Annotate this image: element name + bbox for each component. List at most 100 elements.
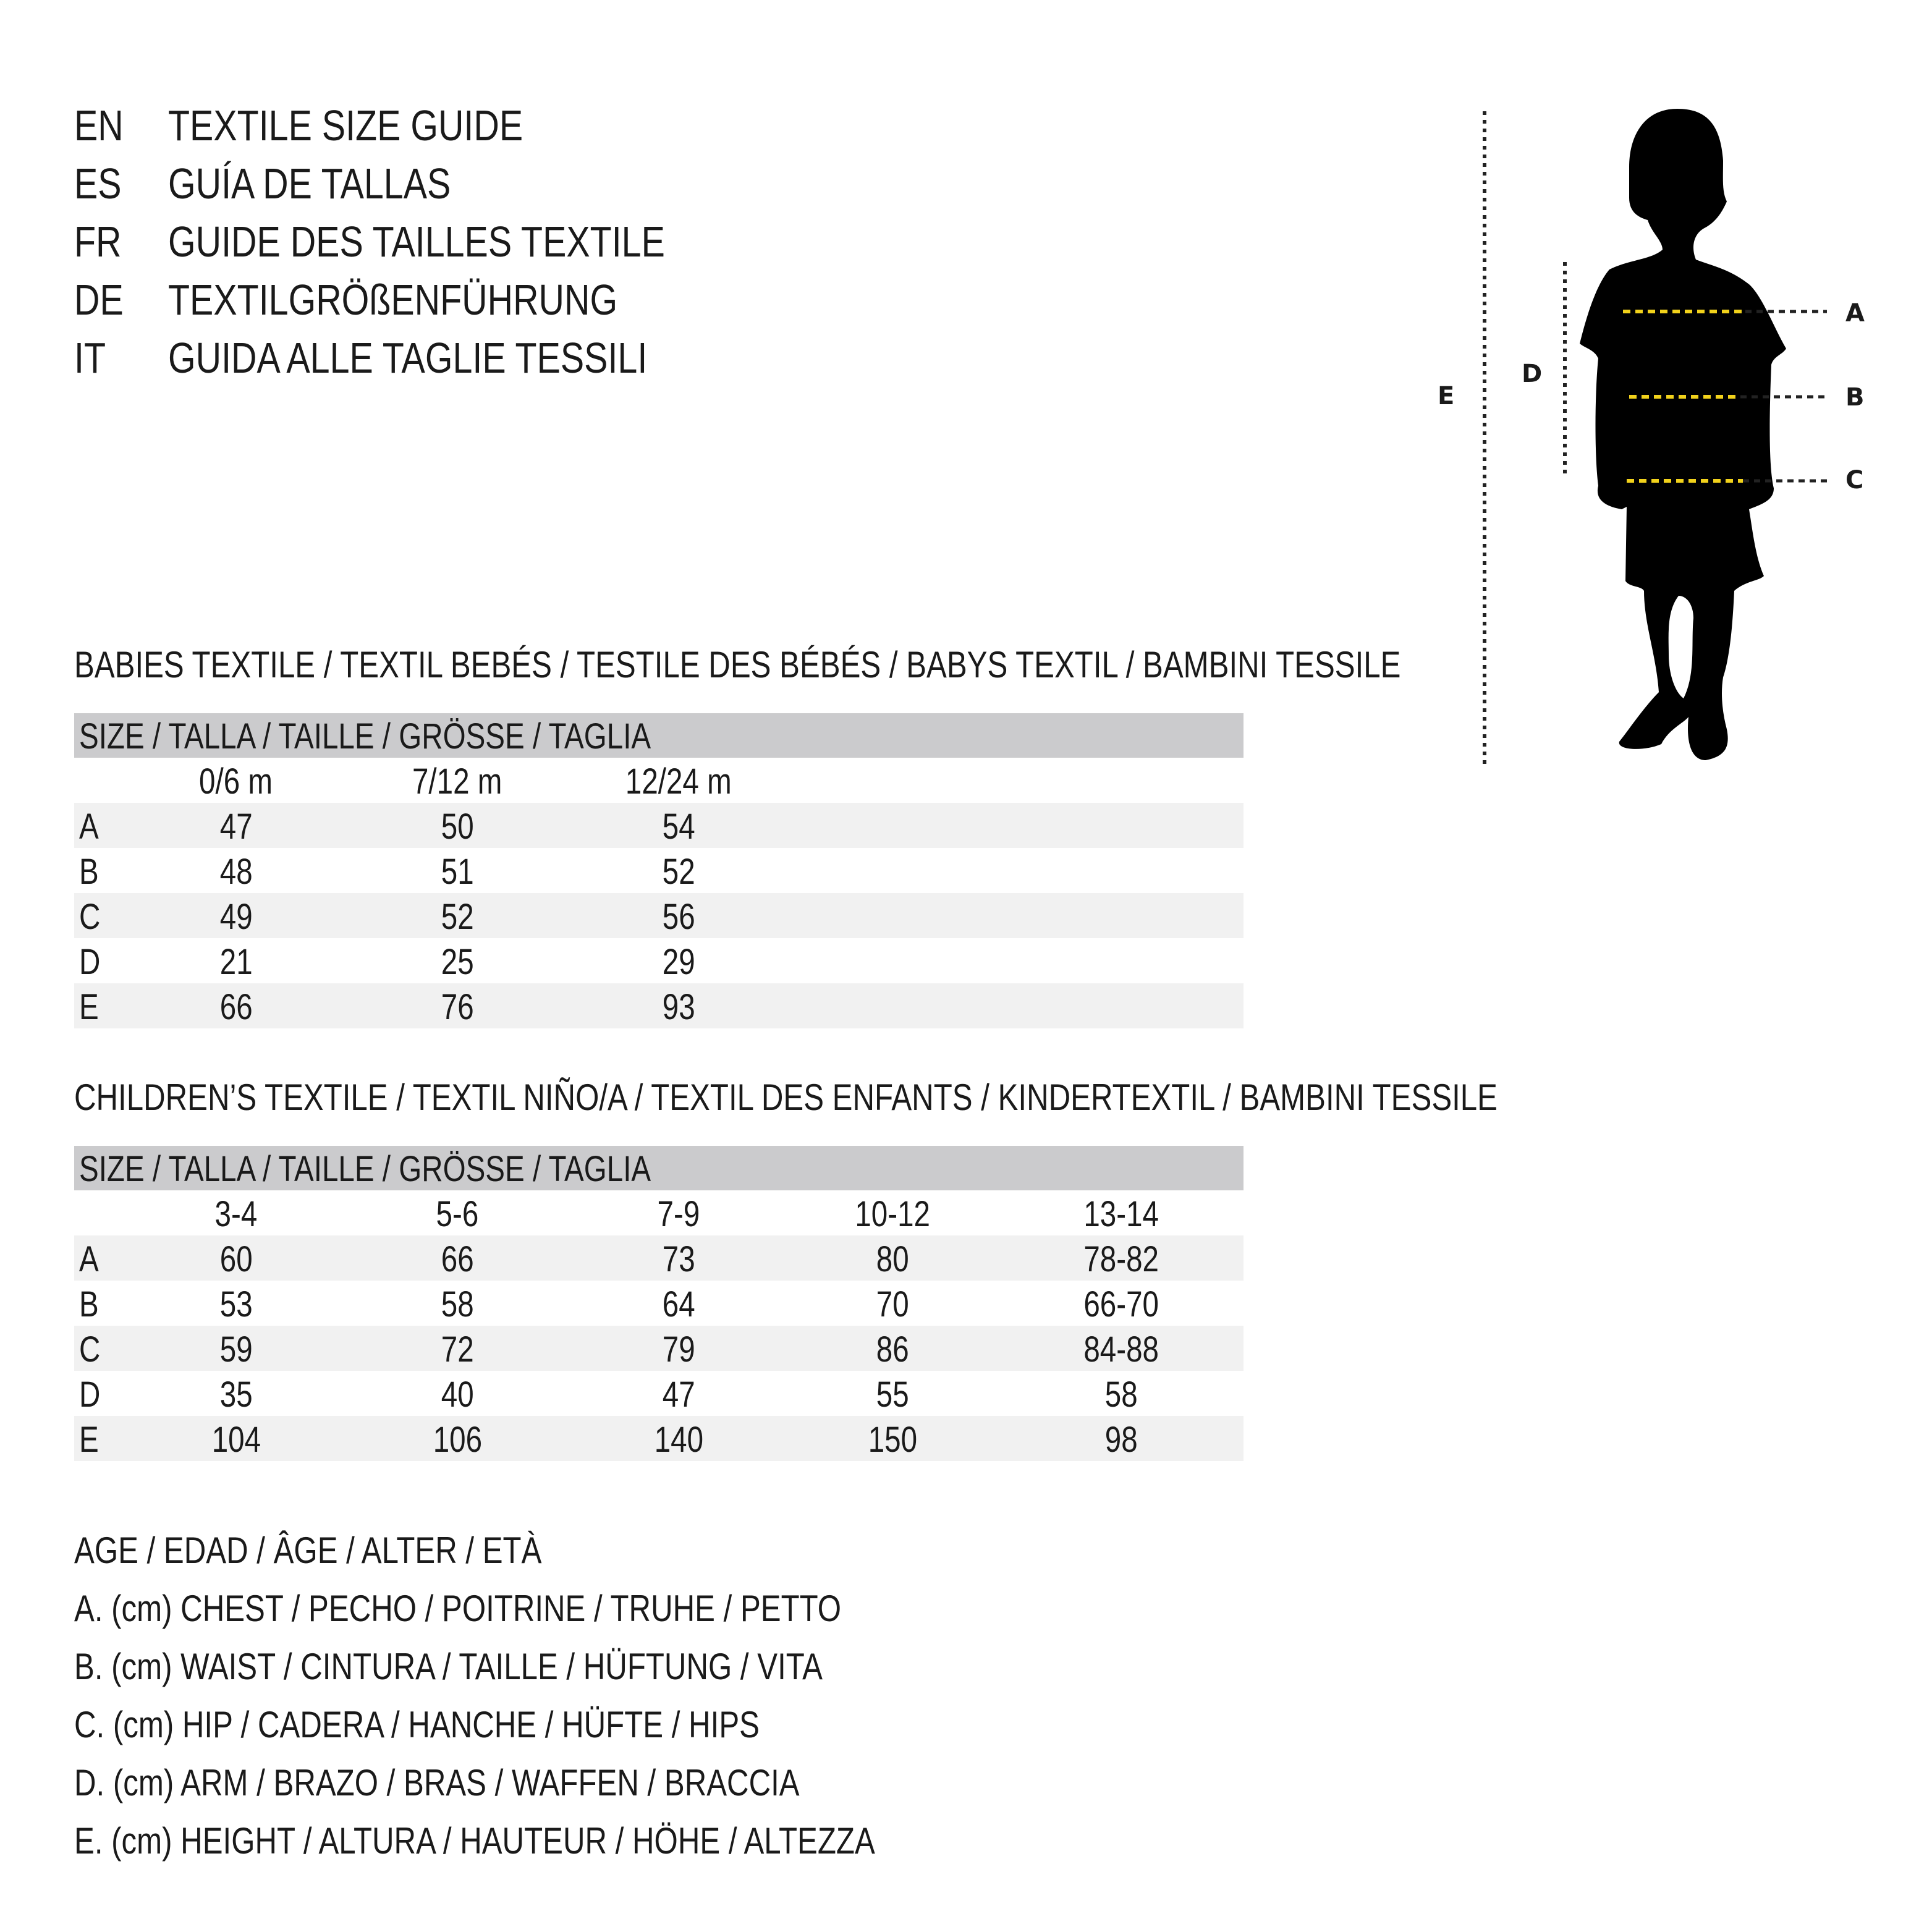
legend-text: B. (cm) WAIST / CINTURA / TAILLE / HÜFTU… (74, 1646, 823, 1687)
children-heading-text: CHILDREN’S TEXTILE / TEXTIL NIÑO/A / TEX… (74, 1077, 1498, 1118)
table-cell: 52 (365, 893, 550, 941)
cell-value: 73 (662, 1239, 695, 1279)
cell-value: 84-88 (1083, 1329, 1159, 1370)
table-row: A 60 66 73 80 78-82 (74, 1235, 1244, 1281)
cell-value: 66-70 (1083, 1284, 1159, 1324)
column-header: 12/24 m (586, 758, 771, 806)
cell-value: 47 (662, 1375, 695, 1415)
table-cell: 140 (586, 1416, 771, 1464)
column-header-text: 13-14 (1083, 1194, 1159, 1234)
lang-code: IT (74, 334, 106, 382)
size-label: SIZE / TALLA / TAILLE / GRÖSSE / TAGLIA (79, 1149, 651, 1189)
row-label: D (79, 938, 105, 986)
table-cell: 150 (800, 1416, 985, 1464)
row-label: D (79, 1371, 105, 1419)
table-cell: 59 (143, 1326, 329, 1374)
row-label-text: D (79, 1375, 101, 1415)
lang-code: ES (74, 159, 122, 208)
cell-value: 58 (1104, 1375, 1138, 1415)
table-cell: 56 (586, 893, 771, 941)
row-label: C (79, 893, 105, 941)
table-cell: 98 (1028, 1416, 1214, 1464)
size-label: SIZE / TALLA / TAILLE / GRÖSSE / TAGLIA (79, 716, 651, 756)
cell-value: 53 (219, 1284, 253, 1324)
row-label-text: B (79, 1284, 99, 1324)
table-cell: 80 (800, 1235, 985, 1284)
children-size-table: SIZE / TALLA / TAILLE / GRÖSSE / TAGLIA … (74, 1146, 1244, 1461)
legend-d: D. (cm) ARM / BRAZO / BRAS / WAFFEN / BR… (74, 1754, 959, 1812)
table-cell: 21 (143, 938, 329, 986)
table-cell: 58 (1028, 1371, 1214, 1419)
legend-text: E. (cm) HEIGHT / ALTURA / HAUTEUR / HÖHE… (74, 1820, 875, 1862)
child-silhouette-icon (1580, 109, 1786, 760)
column-header: 0/6 m (143, 758, 329, 806)
table-cell: 53 (143, 1281, 329, 1329)
cell-value: 140 (654, 1420, 703, 1460)
cell-value: 47 (219, 807, 253, 847)
column-header-text: 7-9 (657, 1194, 700, 1234)
cell-value: 79 (662, 1329, 695, 1370)
cell-value: 66 (441, 1239, 474, 1279)
table-cell: 106 (365, 1416, 550, 1464)
table-cell: 58 (365, 1281, 550, 1329)
row-label-text: B (79, 852, 99, 892)
babies-size-table: SIZE / TALLA / TAILLE / GRÖSSE / TAGLIA … (74, 713, 1244, 1028)
legend-text: AGE / EDAD / ÂGE / ALTER / ETÀ (74, 1530, 542, 1571)
title-text: TEXTILE SIZE GUIDE (168, 101, 523, 150)
table-row: D 21 25 29 (74, 938, 1244, 983)
cell-value: 104 (211, 1420, 261, 1460)
cell-value: 21 (219, 942, 253, 982)
cell-value: 93 (662, 987, 695, 1027)
table-cell: 50 (365, 803, 550, 851)
cell-value: 78-82 (1083, 1239, 1159, 1279)
label-c: C (1845, 466, 1863, 494)
table-row: A 47 50 54 (74, 803, 1244, 848)
row-label: E (79, 983, 103, 1032)
title-text: GUÍA DE TALLAS (168, 159, 451, 208)
label-a: A (1845, 299, 1865, 328)
cell-value: 50 (441, 807, 474, 847)
row-label: B (79, 848, 103, 896)
cell-value: 40 (441, 1375, 474, 1415)
legend-c: C. (cm) HIP / CADERA / HANCHE / HÜFTE / … (74, 1696, 910, 1754)
table-cell: 25 (365, 938, 550, 986)
row-label: A (79, 1235, 103, 1284)
table-row: B 53 58 64 70 66-70 (74, 1281, 1244, 1326)
table-cell: 49 (143, 893, 329, 941)
column-header: 3-4 (143, 1190, 329, 1239)
row-label-text: A (79, 1239, 99, 1279)
table-cell: 66-70 (1028, 1281, 1214, 1329)
column-header-text: 10-12 (855, 1194, 930, 1234)
children-heading: CHILDREN’S TEXTILE / TEXTIL NIÑO/A / TEX… (74, 1073, 1810, 1122)
row-label: A (79, 803, 103, 851)
cell-value: 106 (433, 1420, 482, 1460)
column-header-text: 3-4 (214, 1194, 258, 1234)
babies-heading: BABIES TEXTILE / TEXTIL BEBÉS / TESTILE … (74, 640, 1692, 690)
table-row: C 49 52 56 (74, 893, 1244, 938)
table-cell: 76 (365, 983, 550, 1032)
column-header-row: 3-4 5-6 7-9 10-12 13-14 (74, 1190, 1244, 1235)
table-cell: 60 (143, 1235, 329, 1284)
cell-value: 48 (219, 852, 253, 892)
table-cell: 47 (586, 1371, 771, 1419)
cell-value: 72 (441, 1329, 474, 1370)
table-cell: 93 (586, 983, 771, 1032)
legend-text: D. (cm) ARM / BRAZO / BRAS / WAFFEN / BR… (74, 1762, 800, 1803)
table-cell: 64 (586, 1281, 771, 1329)
cell-value: 150 (868, 1420, 917, 1460)
cell-value: 52 (662, 852, 695, 892)
table-row: B 48 51 52 (74, 848, 1244, 893)
column-header-text: 5-6 (436, 1194, 479, 1234)
table-cell: 47 (143, 803, 329, 851)
row-label-text: D (79, 942, 101, 982)
cell-value: 64 (662, 1284, 695, 1324)
table-cell: 73 (586, 1235, 771, 1284)
label-e: E (1438, 382, 1454, 410)
table-cell: 48 (143, 848, 329, 896)
row-label: C (79, 1326, 105, 1374)
title-text: GUIDE DES TAILLES TEXTILE (168, 218, 665, 266)
legend-e: E. (cm) HEIGHT / ALTURA / HAUTEUR / HÖHE… (74, 1812, 1051, 1870)
table-cell: 55 (800, 1371, 985, 1419)
column-header: 7-9 (586, 1190, 771, 1239)
row-label-text: E (79, 987, 99, 1027)
